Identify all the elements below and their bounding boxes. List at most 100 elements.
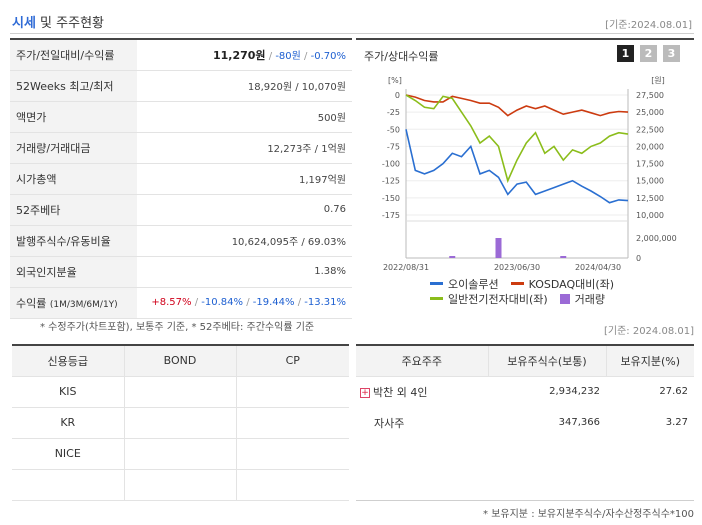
holder-name: 박찬 외 4인 xyxy=(373,385,428,399)
legend-label: 오이솔루션 xyxy=(448,277,499,291)
price-note: * 수정주가(차트포함), 보통주 기준, * 52주베타: 주간수익률 기준 xyxy=(40,322,315,333)
agency-name: KR xyxy=(12,407,125,439)
left-tick-label: 0 xyxy=(395,91,400,100)
holder-shares: 2,934,232 xyxy=(549,386,600,398)
section-header: 시세 및 주주현황 [기준:2024.08.01] xyxy=(10,8,694,34)
volume-tick-label: 0 xyxy=(636,254,641,263)
x-tick-label: 2024/04/30 xyxy=(575,263,621,272)
legend-item: 오이솔루션 xyxy=(430,276,499,292)
left-tick-label: -150 xyxy=(382,194,400,203)
table-row: 자사주 347,366 3.27 xyxy=(356,407,694,438)
row-label: 거래량/거래대금 xyxy=(10,132,137,163)
table-header-row: 신용등급 BOND CP xyxy=(12,345,349,377)
right-tick-label: 27,500 xyxy=(636,91,664,100)
volume-bar xyxy=(449,256,456,258)
table-row: + 박찬 외 4인 2,934,232 27.62 xyxy=(356,376,694,407)
column-header: 보유주식수(보통) xyxy=(488,345,607,377)
right-tick-label: 22,500 xyxy=(636,125,664,134)
row-value: 1.38% xyxy=(314,266,346,277)
section-title-rest: 및 주주현황 xyxy=(35,16,104,31)
table-row xyxy=(12,469,349,501)
column-header: 신용등급 xyxy=(12,345,125,377)
right-tick-label: 25,000 xyxy=(636,108,664,117)
table-row: KIS xyxy=(12,376,349,408)
expand-plus-icon[interactable]: + xyxy=(360,387,370,398)
table-row: NICE xyxy=(12,438,349,470)
base-date: [기준:2024.08.01] xyxy=(605,20,692,31)
table-header-row: 주요주주 보유주식수(보통) 보유지분(%) xyxy=(356,345,694,377)
right-tick-label: 17,500 xyxy=(636,160,664,169)
table-row: 시가총액 1,197억원 xyxy=(10,163,352,194)
row-value: 0.76 xyxy=(323,204,346,215)
row-value: 18,920원 / 10,070원 xyxy=(247,82,346,93)
table-row: 수익률 (1M/3M/6M/1Y) +8.57% / -10.84% / -19… xyxy=(10,287,352,318)
table-row: KR xyxy=(12,407,349,439)
column-header: BOND xyxy=(124,345,237,377)
chart-tab-2[interactable]: 2 xyxy=(640,45,657,62)
kosdaq-relative-line xyxy=(405,94,629,117)
legend-label: 거래량 xyxy=(574,292,606,306)
price-change-rate: -0.70% xyxy=(310,50,346,62)
legend-label: KOSDAQ대비(좌) xyxy=(528,277,615,291)
holder-pct: 27.62 xyxy=(659,386,688,398)
bond-rating xyxy=(124,438,237,470)
holders-base-date: [기준: 2024.08.01] xyxy=(603,326,694,337)
agency-name: KIS xyxy=(12,376,125,408)
holders-note: * 보유지분 : 보유지분주식수/자수산정주식수*100 xyxy=(483,509,694,520)
chart-tab-1[interactable]: 1 xyxy=(617,45,634,62)
row-value: 10,624,095주 / 69.03% xyxy=(231,237,346,248)
legend-item: KOSDAQ대비(좌) xyxy=(510,276,615,292)
left-axis-unit: [%] xyxy=(388,76,402,85)
row-value: 1,197억원 xyxy=(298,175,346,186)
x-tick-label: 2022/08/31 xyxy=(383,263,429,272)
sector-relative-line xyxy=(405,94,629,184)
row-label: 액면가 xyxy=(10,101,137,132)
volume-tick-label: 2,000,000 xyxy=(636,234,677,243)
left-tick-label: -125 xyxy=(382,177,400,186)
left-tick-label: -100 xyxy=(382,160,400,169)
legend-label: 일반전기전자대비(좌) xyxy=(448,292,548,306)
return-1m: +8.57% xyxy=(151,297,192,308)
volume-bar xyxy=(560,256,567,258)
right-tick-label: 10,000 xyxy=(636,211,664,220)
left-tick-label: -75 xyxy=(387,142,400,151)
chart-legend: 오이솔루션 KOSDAQ대비(좌) 일반전기전자대비(좌) 거래량 xyxy=(430,276,626,306)
credit-rating-table: 신용등급 BOND CP KIS KR NICE xyxy=(12,344,349,501)
row-label: 발행주식수/유동비율 xyxy=(10,225,137,256)
cp-rating xyxy=(236,407,349,439)
chart-tabs: 1 2 3 xyxy=(617,45,680,62)
row-value: 500원 xyxy=(317,113,346,124)
row-value: 12,273주 / 1억원 xyxy=(267,144,346,155)
column-header: CP xyxy=(236,345,349,377)
table-row: 거래량/거래대금 12,273주 / 1억원 xyxy=(10,132,352,163)
volume-bar xyxy=(495,238,502,258)
holder-name-cell: + 박찬 외 4인 xyxy=(356,376,488,407)
return-6m: -19.44% xyxy=(252,297,295,308)
return-1y: -13.31% xyxy=(304,297,346,308)
chart-tab-3[interactable]: 3 xyxy=(663,45,680,62)
cp-rating xyxy=(236,469,349,501)
row-label: 시가총액 xyxy=(10,163,137,194)
agency-name: NICE xyxy=(12,438,125,470)
column-header: 보유지분(%) xyxy=(606,345,694,377)
return-3m: -10.84% xyxy=(201,297,243,308)
row-label: 52Weeks 최고/최저 xyxy=(10,70,137,101)
row-label: 52주베타 xyxy=(10,194,137,225)
left-tick-label: -50 xyxy=(387,125,400,134)
table-row: 발행주식수/유동비율 10,624,095주 / 69.03% xyxy=(10,225,352,256)
table-row: 주가/전일대비/수익률 11,270원 / -80원 / -0.70% xyxy=(10,39,352,70)
bond-rating xyxy=(124,376,237,408)
holder-name: 자사주 xyxy=(374,416,405,430)
legend-swatch xyxy=(430,282,443,285)
row-value: +8.57% / -10.84% / -19.44% / -13.31% xyxy=(151,297,346,308)
table-row: 52주베타 0.76 xyxy=(10,194,352,225)
legend-swatch xyxy=(559,293,570,304)
right-tick-label: 15,000 xyxy=(636,177,664,186)
left-tick-label: -175 xyxy=(382,211,400,220)
right-tick-label: 20,000 xyxy=(636,142,664,151)
x-tick-label: 2023/06/30 xyxy=(494,263,540,272)
stock-chart: [%] [원] 0 -25 -50 -75 -100 -125 -150 -175 27,500 25… xyxy=(382,76,677,272)
table-row: 액면가 500원 xyxy=(10,101,352,132)
returns-period-label: (1M/3M/6M/1Y) xyxy=(49,299,118,310)
chart-title: 주가/상대수익률 xyxy=(364,50,439,63)
